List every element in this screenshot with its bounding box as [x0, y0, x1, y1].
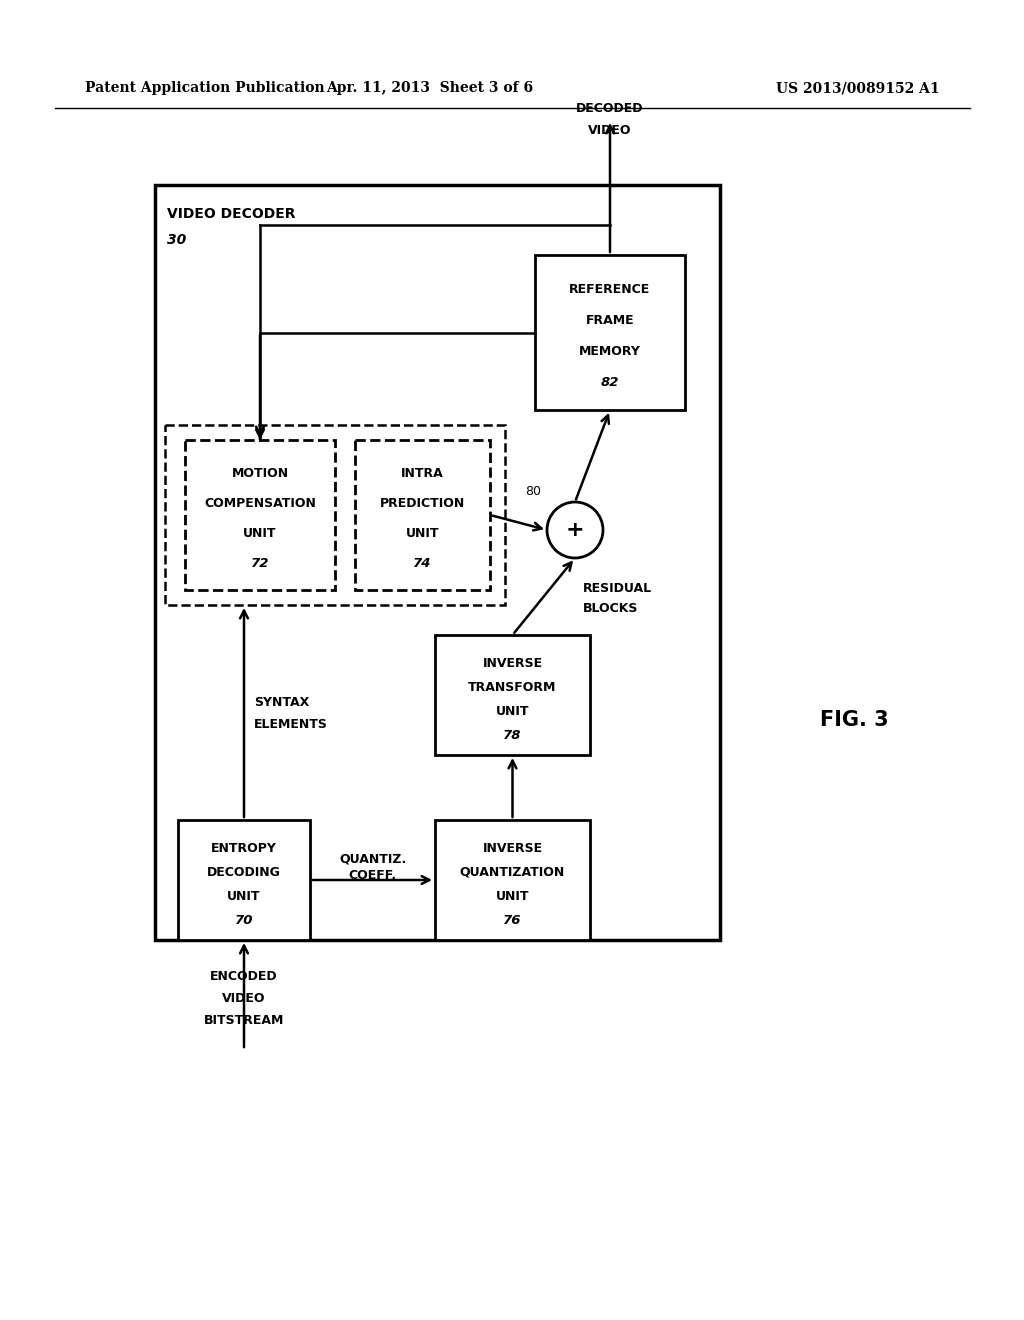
- Text: UNIT: UNIT: [244, 527, 276, 540]
- Text: VIDEO DECODER: VIDEO DECODER: [167, 207, 296, 220]
- Text: INVERSE: INVERSE: [482, 842, 543, 854]
- Text: INVERSE: INVERSE: [482, 656, 543, 669]
- Text: 80: 80: [525, 484, 541, 498]
- Text: ELEMENTS: ELEMENTS: [254, 718, 328, 731]
- Bar: [435, 820, 590, 940]
- Text: REFERENCE: REFERENCE: [569, 282, 650, 296]
- Text: FIG. 3: FIG. 3: [820, 710, 889, 730]
- Text: MOTION: MOTION: [231, 467, 289, 480]
- Circle shape: [547, 502, 603, 558]
- Text: TRANSFORM: TRANSFORM: [468, 681, 557, 693]
- Text: DECODED: DECODED: [577, 102, 644, 115]
- Text: PREDICTION: PREDICTION: [380, 498, 465, 510]
- Text: UNIT: UNIT: [227, 890, 261, 903]
- Text: BITSTREAM: BITSTREAM: [204, 1014, 285, 1027]
- Text: ENCODED: ENCODED: [210, 970, 278, 983]
- Bar: [355, 440, 490, 590]
- Text: MEMORY: MEMORY: [579, 345, 641, 358]
- Text: Apr. 11, 2013  Sheet 3 of 6: Apr. 11, 2013 Sheet 3 of 6: [327, 81, 534, 95]
- Text: DECODING: DECODING: [207, 866, 281, 879]
- Text: 72: 72: [251, 557, 269, 570]
- Text: BLOCKS: BLOCKS: [583, 602, 638, 615]
- Text: UNIT: UNIT: [406, 527, 439, 540]
- Text: UNIT: UNIT: [496, 705, 529, 718]
- Text: 78: 78: [503, 729, 522, 742]
- Text: 82: 82: [601, 376, 620, 389]
- Text: US 2013/0089152 A1: US 2013/0089152 A1: [776, 81, 940, 95]
- Text: QUANTIZ.: QUANTIZ.: [339, 853, 407, 866]
- Text: UNIT: UNIT: [496, 890, 529, 903]
- Bar: [535, 255, 685, 411]
- Text: INTRA: INTRA: [401, 467, 443, 480]
- Text: COMPENSATION: COMPENSATION: [204, 498, 316, 510]
- Text: VIDEO: VIDEO: [222, 993, 266, 1005]
- Text: SYNTAX: SYNTAX: [254, 696, 309, 709]
- Bar: [155, 185, 720, 940]
- Text: 70: 70: [234, 913, 253, 927]
- Text: 76: 76: [503, 913, 522, 927]
- Text: +: +: [565, 520, 585, 540]
- Bar: [165, 425, 505, 605]
- Text: FRAME: FRAME: [586, 314, 634, 327]
- Text: ENTROPY: ENTROPY: [211, 842, 276, 854]
- Text: VIDEO: VIDEO: [588, 124, 632, 137]
- Bar: [178, 820, 310, 940]
- Text: RESIDUAL: RESIDUAL: [583, 582, 652, 595]
- Text: 30: 30: [167, 234, 186, 247]
- Text: Patent Application Publication: Patent Application Publication: [85, 81, 325, 95]
- Text: QUANTIZATION: QUANTIZATION: [460, 866, 565, 879]
- Bar: [435, 635, 590, 755]
- Text: 74: 74: [414, 557, 432, 570]
- Bar: [185, 440, 335, 590]
- Text: COEFF.: COEFF.: [348, 869, 396, 882]
